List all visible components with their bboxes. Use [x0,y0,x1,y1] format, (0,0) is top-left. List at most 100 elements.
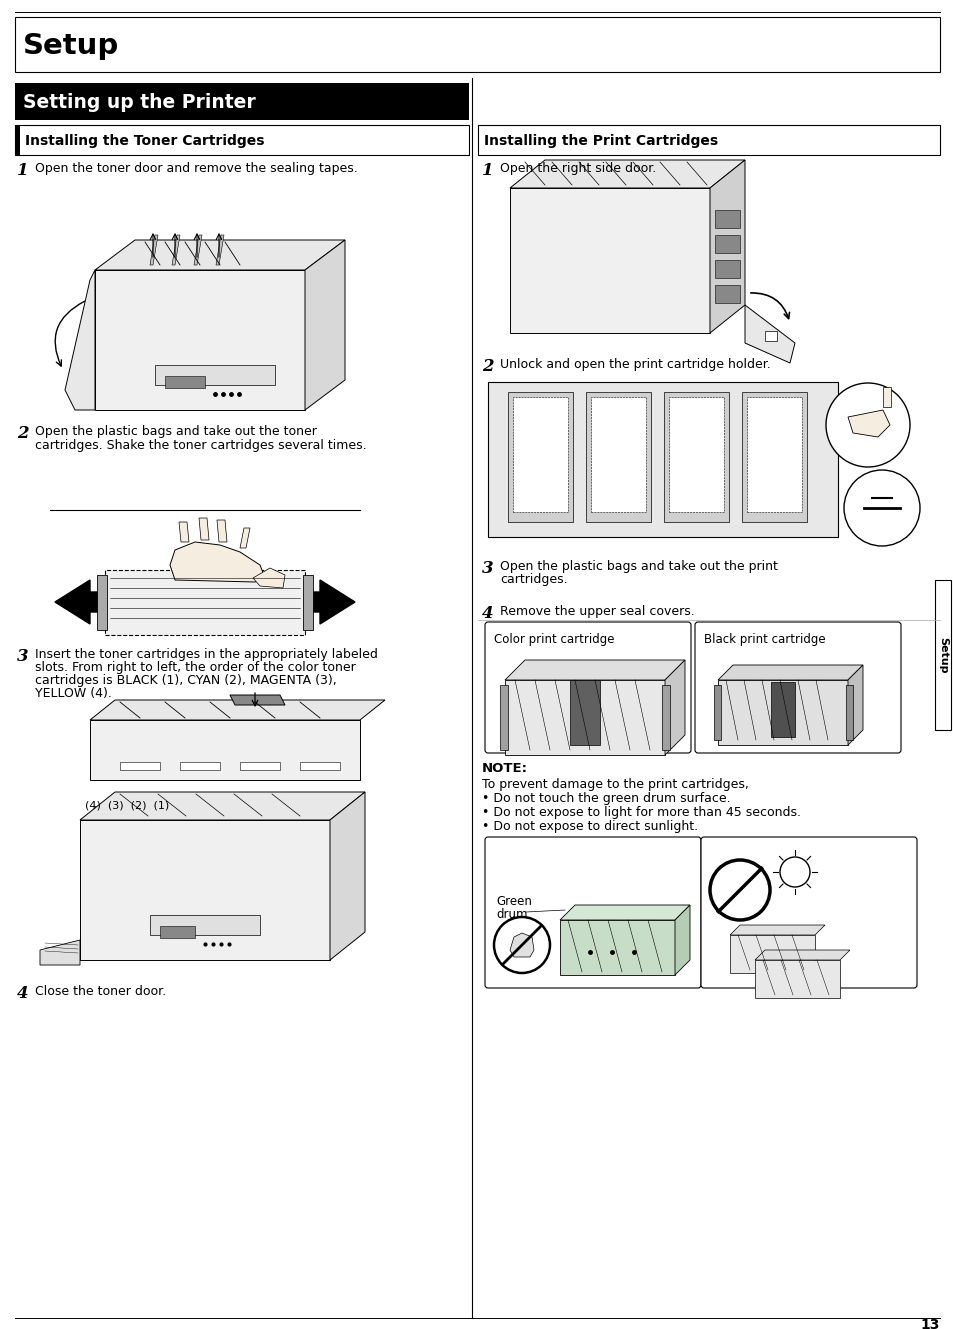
Polygon shape [90,700,385,720]
Circle shape [825,383,909,466]
Bar [510,187,709,334]
Text: YELLOW (4).: YELLOW (4). [35,687,112,700]
Polygon shape [65,270,95,411]
Text: 3: 3 [481,560,493,577]
Polygon shape [510,159,744,187]
Text: Setup: Setup [23,32,119,60]
Bar [714,210,740,229]
Text: 2: 2 [481,358,493,375]
Polygon shape [754,950,849,960]
Bar [585,392,650,522]
Bar [303,575,313,630]
Text: Installing the Toner Cartridges: Installing the Toner Cartridges [25,134,264,148]
Bar [741,392,806,522]
Text: Open the right side door.: Open the right side door. [499,162,656,175]
Bar [180,762,220,769]
FancyBboxPatch shape [700,837,916,987]
Polygon shape [253,567,285,587]
Bar [718,680,847,746]
Bar [661,684,669,750]
Bar [845,684,852,740]
Bar [160,926,194,938]
Bar [729,936,814,973]
Text: slots. From right to left, the order of the color toner: slots. From right to left, the order of … [35,661,355,674]
Polygon shape [80,792,365,820]
Text: Installing the Print Cartridges: Installing the Print Cartridges [483,134,718,148]
Text: 1: 1 [481,162,493,179]
Text: 2: 2 [17,425,29,443]
Polygon shape [718,664,862,680]
Text: 3: 3 [17,649,29,664]
Bar [882,387,890,407]
Polygon shape [847,411,889,437]
Bar [15,17,939,72]
Bar [15,82,469,120]
Text: cartridges. Shake the toner cartridges several times.: cartridges. Shake the toner cartridges s… [35,439,366,452]
Polygon shape [199,518,209,540]
Bar [663,392,728,522]
Bar [488,381,837,537]
Text: Close the toner door.: Close the toner door. [35,985,166,998]
Bar [714,284,740,303]
Circle shape [709,860,769,920]
Text: Open the plastic bags and take out the print: Open the plastic bags and take out the p… [499,560,777,573]
Text: • Do not expose to direct sunlight.: • Do not expose to direct sunlight. [481,820,698,833]
Text: Setup: Setup [937,637,947,674]
Polygon shape [559,905,689,920]
Text: • Do not expose to light for more than 45 seconds.: • Do not expose to light for more than 4… [481,805,801,819]
FancyBboxPatch shape [695,622,900,754]
Text: 4: 4 [481,605,493,622]
Polygon shape [170,542,265,582]
Text: (4)  (3)  (2)  (1): (4) (3) (2) (1) [85,800,169,809]
Bar [165,376,205,388]
Text: Green: Green [496,894,532,908]
Circle shape [494,917,550,973]
Bar [746,397,801,512]
Polygon shape [230,695,285,704]
Text: Setting up the Printer: Setting up the Printer [23,93,255,112]
Polygon shape [847,664,862,746]
Bar [90,720,359,780]
Bar [95,270,305,411]
Polygon shape [179,522,189,542]
Text: cartridges is BLACK (1), CYAN (2), MAGENTA (3),: cartridges is BLACK (1), CYAN (2), MAGEN… [35,674,336,687]
Polygon shape [240,528,250,548]
Polygon shape [193,235,202,264]
Polygon shape [216,520,227,542]
Polygon shape [55,579,110,625]
Text: Remove the upper seal covers.: Remove the upper seal covers. [499,605,694,618]
Polygon shape [504,661,684,680]
Bar [504,680,664,755]
Bar [754,960,840,998]
Circle shape [780,857,809,886]
Text: Open the plastic bags and take out the toner: Open the plastic bags and take out the t… [35,425,316,439]
Text: Unlock and open the print cartridge holder.: Unlock and open the print cartridge hold… [499,358,770,371]
Text: Open the toner door and remove the sealing tapes.: Open the toner door and remove the seali… [35,162,357,175]
Bar [770,682,794,738]
Polygon shape [172,235,180,264]
Bar [668,397,723,512]
Polygon shape [510,933,534,957]
Text: Insert the toner cartridges in the appropriately labeled: Insert the toner cartridges in the appro… [35,649,377,661]
Polygon shape [744,304,794,363]
FancyBboxPatch shape [484,622,690,754]
Polygon shape [40,940,80,965]
Polygon shape [95,241,345,270]
Bar [150,914,260,936]
Text: Color print cartridge: Color print cartridge [494,633,614,646]
Text: 13: 13 [920,1318,939,1329]
Bar [105,570,305,635]
Bar [477,125,939,155]
Text: 1: 1 [17,162,29,179]
Bar [15,125,20,155]
Bar [299,762,339,769]
Bar [240,762,280,769]
FancyBboxPatch shape [484,837,700,987]
Text: Black print cartridge: Black print cartridge [703,633,824,646]
Text: 4: 4 [17,985,29,1002]
Bar [714,235,740,253]
Bar [499,684,507,750]
Circle shape [843,470,919,546]
Bar [934,579,950,730]
Bar [559,920,675,975]
